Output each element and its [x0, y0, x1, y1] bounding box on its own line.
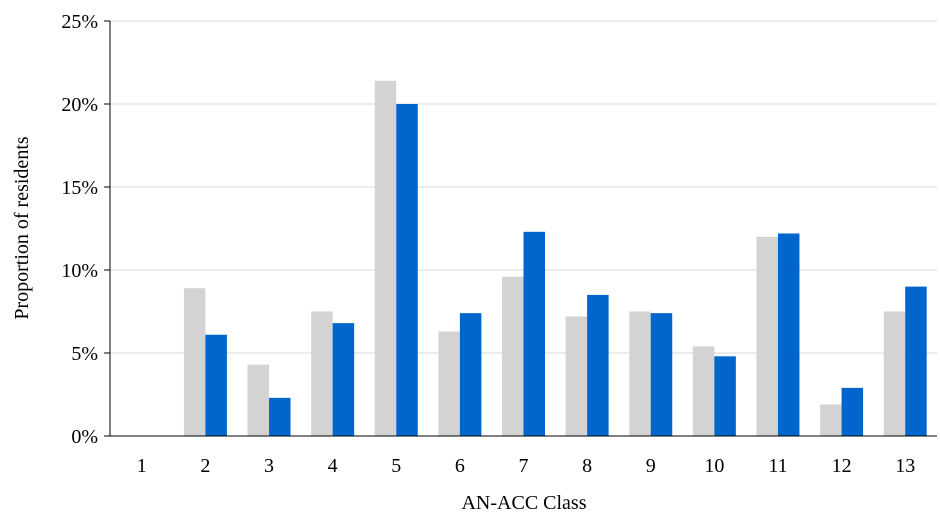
y-tick-label: 20%	[61, 94, 98, 116]
x-tick-label: 7	[519, 455, 529, 477]
bar-series-2-class-7	[523, 231, 545, 436]
bar-series-1-class-3	[247, 364, 270, 436]
x-tick-label: 4	[328, 455, 338, 477]
y-axis-title: Proportion of residents	[11, 136, 33, 320]
bar-series-1-class-6	[438, 331, 460, 436]
x-tick-label: 9	[646, 455, 656, 477]
bar-series-1-class-8	[565, 316, 588, 436]
bar-series-1-class-7	[502, 276, 524, 436]
y-tick-label: 15%	[61, 177, 98, 199]
x-tick-label: 10	[704, 455, 724, 477]
x-tick-label: 13	[895, 455, 915, 477]
x-tick-label: 12	[832, 455, 852, 477]
bar-series-1-class-4	[311, 311, 333, 436]
bar-series-2-class-5	[396, 104, 418, 436]
x-tick-label: 8	[582, 455, 592, 477]
bar-series-2-class-2	[205, 334, 227, 436]
bar-series-2-class-3	[269, 397, 291, 436]
bar-series-1-class-5	[374, 80, 397, 436]
x-tick-label: 3	[264, 455, 274, 477]
y-tick-label: 5%	[71, 343, 98, 365]
x-tick-label: 11	[768, 455, 787, 477]
x-axis-title: AN-ACC Class	[461, 492, 586, 514]
bar-series-1-class-12	[820, 404, 842, 436]
bar-series-2-class-11	[777, 233, 800, 436]
bar-series-2-class-10	[714, 356, 736, 436]
bar-series-1-class-11	[756, 236, 778, 436]
y-tick-labels: 0% 5% 10% 15% 20% 25%	[61, 11, 98, 448]
x-tick-label: 2	[200, 455, 210, 477]
y-tick-label: 25%	[61, 11, 98, 33]
bar-series-2-class-8	[587, 294, 609, 436]
bar-series-1-class-9	[629, 311, 651, 436]
bar-series-2-class-4	[332, 323, 355, 436]
y-tick-label: 0%	[71, 426, 98, 448]
bar-series-1-class-10	[692, 346, 715, 436]
bar-series-2-class-9	[650, 313, 673, 436]
x-tick-labels: 1 2 3 4 5 6 7 8 9 10 11 12 13	[137, 455, 915, 477]
axes	[104, 20, 937, 437]
bar-series-2-class-12	[841, 387, 864, 436]
bar-series-1-class-13	[883, 311, 906, 436]
x-tick-label: 5	[391, 455, 401, 477]
bar-series-1-class-2	[183, 288, 206, 436]
bar-series-2-class-6	[459, 313, 482, 436]
x-tick-label: 6	[455, 455, 465, 477]
x-tick-label: 1	[137, 455, 147, 477]
bars	[183, 80, 927, 436]
bar-series-2-class-13	[905, 286, 927, 436]
y-tick-label: 10%	[61, 260, 98, 282]
